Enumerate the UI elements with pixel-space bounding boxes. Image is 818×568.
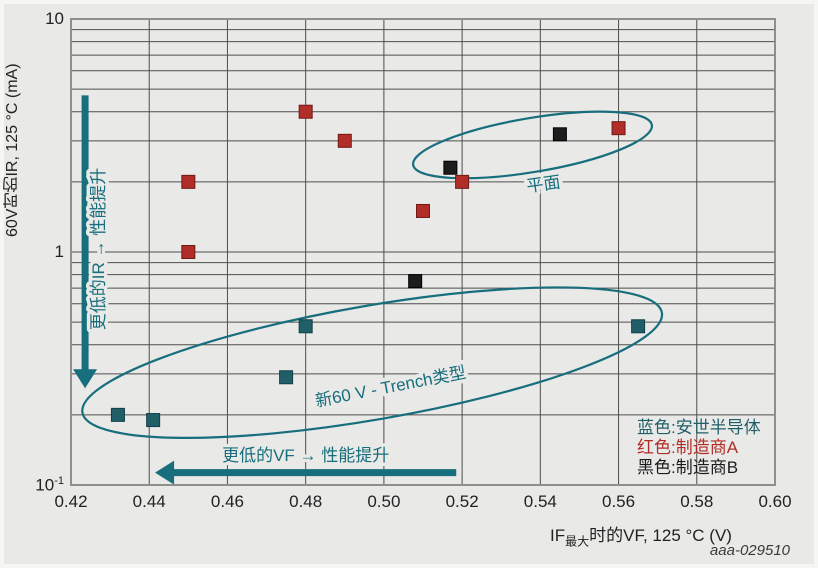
- arrow-annotation-text: 更低的IR → 性能提升: [89, 168, 108, 330]
- x-axis-title-pre: IF: [550, 526, 566, 545]
- data-point-manufacturer-b: [408, 274, 423, 289]
- plot-border: [70, 18, 776, 486]
- x-tick-label: 0.44: [132, 492, 166, 511]
- group-ellipse: [81, 286, 664, 439]
- data-point-manufacturer-a: [611, 121, 626, 136]
- x-tick-label: 0.58: [680, 492, 714, 511]
- arrow-annotation-text: 更低的VF → 性能提升: [222, 446, 389, 465]
- x-tick-label: 0.52: [445, 492, 479, 511]
- y-tick-label: 1: [54, 242, 64, 261]
- x-tick-label: 0.60: [758, 492, 792, 511]
- arrowhead-left-icon: [155, 460, 175, 485]
- x-tick-label: 0.54: [523, 492, 557, 511]
- legend-item-manufacturer-a: 红色:制造商A: [637, 438, 739, 457]
- x-axis-title-sub: 最大: [565, 534, 590, 549]
- y-tick-label: 10: [45, 9, 64, 28]
- data-point-manufacturer-a: [337, 133, 352, 148]
- group-ellipse-label: 平面: [525, 173, 561, 197]
- x-axis-title: IF最大时的VF, 125 °C (V): [481, 521, 801, 549]
- legend-item-manufacturer-b: 黑色:制造商B: [637, 458, 739, 477]
- arrowhead-down-icon: [73, 369, 98, 389]
- legend-item-nexperia: 蓝色:安世半导体: [637, 418, 761, 437]
- x-tick-label: 0.46: [210, 492, 244, 511]
- x-tick-label: 0.42: [54, 492, 88, 511]
- data-point-manufacturer-a: [455, 174, 470, 189]
- data-point-manufacturer-a: [298, 104, 313, 119]
- y-tick-exponent: -1: [54, 475, 64, 487]
- legend: 蓝色:安世半导体 红色:制造商A 黑色:制造商B: [637, 418, 761, 478]
- data-point-manufacturer-b: [552, 127, 567, 142]
- group-ellipse: [411, 110, 654, 180]
- data-point-nexperia: [631, 319, 646, 334]
- data-point-manufacturer-a: [416, 203, 430, 218]
- data-point-nexperia: [298, 319, 313, 334]
- data-point-nexperia: [110, 407, 125, 422]
- x-tick-label: 0.56: [602, 492, 636, 511]
- data-point-manufacturer-a: [181, 174, 196, 189]
- y-tick-label: 10-1: [35, 475, 64, 495]
- watermark: aaa-029510: [709, 542, 790, 559]
- x-tick-label: 0.48: [289, 492, 323, 511]
- x-axis-title-post: 时的VF, 125 °C (V): [589, 526, 732, 545]
- x-tick-label: 0.50: [367, 492, 401, 511]
- data-point-nexperia: [146, 413, 161, 428]
- data-point-manufacturer-a: [181, 245, 196, 259]
- y-axis-title: 60V时的IR, 125 °C (mA): [4, 63, 21, 237]
- data-point-nexperia: [279, 370, 294, 385]
- data-point-manufacturer-b: [443, 160, 458, 175]
- group-ellipse-label: 新60 V - Trench类型: [314, 363, 468, 411]
